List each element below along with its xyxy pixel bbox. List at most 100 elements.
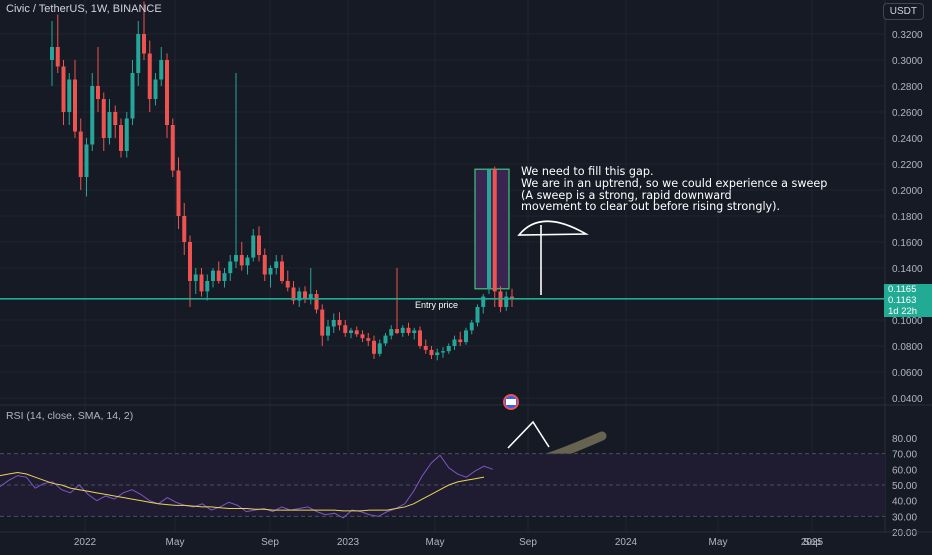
candle-body <box>193 274 198 281</box>
note-line: movement to clear out before rising stro… <box>521 200 781 214</box>
time-tick-label: May <box>426 537 445 548</box>
candle-body <box>331 320 336 327</box>
candle-body <box>458 339 463 343</box>
candle-body <box>314 294 319 310</box>
candle-body <box>96 86 100 99</box>
entry-line-group: Entry price <box>0 298 885 310</box>
candle-body <box>372 340 376 354</box>
candle-body <box>280 261 284 281</box>
candle-series <box>50 1 514 361</box>
rsi-title: RSI (14, close, SMA, 14, 2) <box>6 410 134 422</box>
candle-body <box>492 169 497 292</box>
candle-body <box>188 242 192 281</box>
candle-body <box>343 325 348 333</box>
candle-body <box>182 216 187 242</box>
candle-body <box>291 287 296 301</box>
time-tick-label: May <box>709 537 728 548</box>
countdown-tag: 1d 22h <box>884 306 932 317</box>
candle-body <box>441 351 445 353</box>
candle-body <box>308 294 313 300</box>
candle-body <box>446 346 451 352</box>
candle-body <box>245 257 250 266</box>
candle-body <box>251 235 256 258</box>
candle-body <box>262 255 267 275</box>
entry-price-label: Entry price <box>415 300 458 310</box>
candle-body <box>84 144 89 177</box>
candle-body <box>136 34 141 73</box>
candle-body <box>159 60 164 80</box>
note-line: (A sweep is a strong, rapid downward <box>521 188 732 202</box>
candle-body <box>354 330 359 335</box>
candle-body <box>211 270 215 281</box>
candle-body <box>504 296 509 307</box>
candle-body <box>234 255 238 262</box>
candle-body <box>406 327 411 333</box>
price-tick-label: 0.0600 <box>892 368 923 379</box>
candle-body <box>268 268 273 275</box>
candle-body <box>107 112 112 138</box>
price-tick-label: 0.1000 <box>892 316 923 327</box>
candle-body <box>78 131 83 177</box>
rsi-tick-label: 60.00 <box>892 465 917 476</box>
last-price-tag: 0.1165 <box>884 284 932 295</box>
caret-drawing <box>507 420 550 449</box>
candle-body <box>216 270 221 281</box>
candle-body <box>452 339 457 346</box>
candle-body <box>510 296 514 299</box>
candle-body <box>67 79 72 112</box>
candle-body <box>349 330 353 333</box>
candle-body <box>73 79 77 132</box>
candle-body <box>464 330 468 343</box>
candle-body <box>101 99 106 138</box>
currency-button[interactable]: USDT <box>882 3 924 20</box>
price-tick-label: 0.1800 <box>892 212 923 223</box>
time-tick-label: Sep <box>519 537 537 548</box>
candle-body <box>337 320 342 326</box>
candle-body <box>55 47 60 67</box>
time-tick-label: Sep <box>261 537 279 548</box>
candle-body <box>326 326 330 336</box>
time-tick-label: Sep <box>803 537 821 548</box>
candle-body <box>412 330 417 333</box>
candle-body <box>170 125 175 171</box>
rsi-tick-label: 80.00 <box>892 434 917 445</box>
candle-body <box>429 349 434 356</box>
candle-body <box>320 309 325 336</box>
candle-body <box>124 118 129 151</box>
candle-body <box>142 34 146 54</box>
entry-price-tag: 0.1163 <box>884 295 932 306</box>
candle-body <box>90 86 95 145</box>
candle-body <box>285 281 290 288</box>
candle-body <box>222 273 227 281</box>
gap-zone-box <box>474 168 510 290</box>
candle-body <box>297 291 302 301</box>
price-tick-label: 0.2400 <box>892 134 923 145</box>
price-tick-label: 0.3000 <box>892 56 923 67</box>
candle-body <box>113 112 118 125</box>
candle-body <box>176 170 181 216</box>
rsi-line <box>0 454 493 519</box>
candle-body <box>274 261 279 268</box>
candle-body <box>389 329 394 336</box>
gap-zone <box>474 168 510 290</box>
candle-body <box>205 281 210 292</box>
note-line: We are in an uptrend, so we could experi… <box>521 176 828 190</box>
candle-body <box>377 343 382 354</box>
time-tick-label: 2024 <box>615 537 638 548</box>
candle-body <box>481 296 486 307</box>
candle-body <box>435 352 440 356</box>
rsi-tick-label: 50.00 <box>892 481 917 492</box>
candle-body <box>469 322 474 331</box>
note-line: We need to fill this gap. <box>521 165 654 178</box>
price-tick-label: 0.3200 <box>892 30 923 41</box>
candle-body <box>228 261 233 274</box>
candle-body <box>423 346 428 350</box>
event-badge <box>503 394 519 410</box>
price-tick-label: 0.2200 <box>892 160 923 171</box>
rsi-tick-label: 70.00 <box>892 450 917 461</box>
price-tick-label: 0.2600 <box>892 108 923 119</box>
candle-body <box>400 327 405 333</box>
